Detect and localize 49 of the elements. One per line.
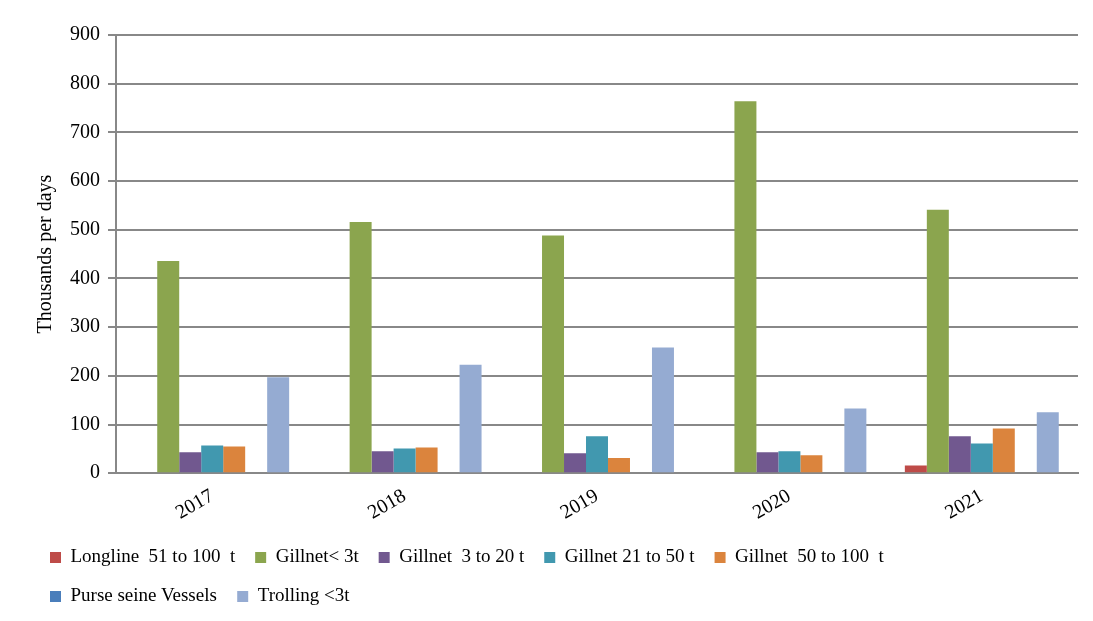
- bar: [844, 408, 867, 473]
- legend-label: Gillnet< 3t: [275, 545, 360, 567]
- legend-label: Trolling <3t: [257, 584, 351, 606]
- y-tick-label: 100: [70, 411, 100, 434]
- bar: [734, 101, 757, 473]
- bar: [157, 260, 180, 473]
- legend-label: Gillnet 3 to 20 t: [399, 545, 525, 567]
- bar: [179, 452, 202, 473]
- y-tick-label: 800: [70, 70, 100, 93]
- bar: [778, 451, 801, 473]
- bar: [393, 448, 416, 473]
- bar: [1036, 412, 1059, 473]
- legend-label: Purse seine Vessels: [70, 584, 217, 606]
- y-tick-label: 600: [70, 168, 100, 191]
- bar: [800, 455, 823, 473]
- legend-label: Gillnet 50 to 100 t: [735, 545, 885, 567]
- y-tick-label: 300: [70, 314, 100, 337]
- bar: [201, 445, 224, 473]
- bar: [564, 453, 587, 473]
- y-tick-label: 700: [70, 119, 100, 142]
- bar: [948, 436, 971, 473]
- bar: [349, 221, 372, 473]
- y-axis-title: Thousands per days: [33, 174, 57, 334]
- y-tick-label: 500: [70, 217, 100, 240]
- y-tick-label: 0: [90, 460, 100, 483]
- bar: [459, 364, 482, 473]
- x-tick-label: 2019: [556, 483, 602, 523]
- y-tick-label: 400: [70, 265, 100, 288]
- bar: [607, 458, 630, 473]
- x-tick-label: 2017: [171, 483, 217, 523]
- bar: [904, 465, 927, 473]
- bar: [756, 452, 779, 473]
- bar: [586, 436, 608, 473]
- x-tick-label: 2020: [748, 483, 795, 523]
- bar: [992, 428, 1015, 473]
- bar: [223, 446, 246, 473]
- x-tick-label: 2018: [363, 483, 410, 523]
- bar: [542, 235, 565, 473]
- bar: [651, 347, 674, 473]
- y-tick-label: 900: [70, 22, 100, 45]
- legend-label: Gillnet 21 to 50 t: [564, 545, 696, 567]
- bar: [371, 451, 394, 473]
- legend-label: Longline 51 to 100 t: [70, 545, 236, 567]
- bar: [926, 209, 949, 473]
- bar: [415, 447, 438, 473]
- x-tick-label: 2021: [940, 483, 987, 523]
- bar: [970, 443, 993, 473]
- bar: [267, 377, 290, 473]
- y-tick-label: 200: [70, 363, 100, 386]
